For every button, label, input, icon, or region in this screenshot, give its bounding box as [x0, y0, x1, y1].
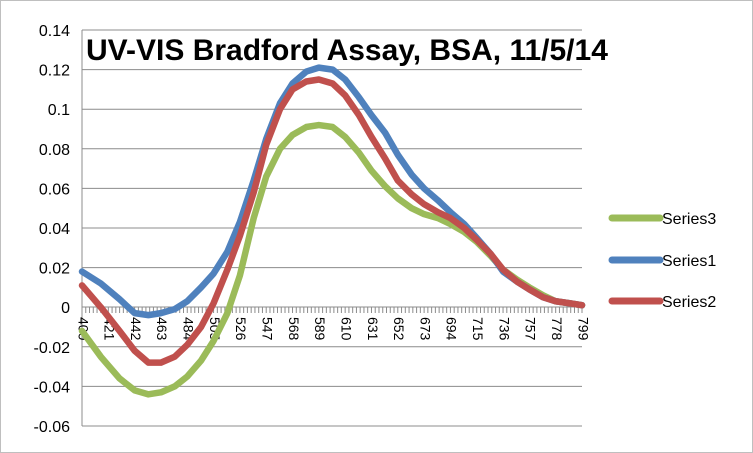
x-tick-label: 652	[391, 317, 407, 341]
y-tick-label: 0	[61, 300, 70, 317]
legend-label-series1: Series1	[662, 253, 716, 270]
series-lines	[78, 64, 586, 398]
x-tick-label: 715	[470, 317, 486, 341]
x-tick-label: 799	[575, 317, 591, 341]
y-tick-label: -0.04	[34, 379, 71, 396]
x-tick-label: 757	[523, 317, 539, 341]
legend: Series3 Series1 Series2	[608, 211, 716, 311]
x-tick-label: 526	[233, 317, 249, 341]
y-tick-labels: -0.06 -0.04 -0.02 0 0.02 0.04 0.06 0.08 0.1 0.12 0…	[34, 23, 71, 436]
y-tick-label: 0.06	[39, 181, 70, 198]
y-tick-label: 0.14	[39, 23, 70, 40]
x-tick-label: 736	[496, 317, 512, 341]
legend-label-series2: Series2	[662, 294, 716, 311]
y-tick-label: -0.06	[34, 419, 71, 436]
y-tick-label: 0.1	[48, 102, 70, 119]
legend-label-series3: Series3	[662, 211, 716, 228]
x-tick-label: 547	[260, 317, 276, 341]
y-tick-label: -0.02	[34, 340, 71, 357]
y-tick-label: 0.04	[39, 221, 70, 238]
y-tick-label: 0.08	[39, 142, 70, 159]
x-tick-label: 778	[549, 317, 565, 341]
x-tick-label: 568	[286, 317, 302, 341]
x-tick-label: 631	[365, 317, 381, 341]
chart-title: UV-VIS Bradford Assay, BSA, 11/5/14	[86, 34, 608, 67]
x-tick-label: 463	[154, 317, 170, 341]
x-tick-label: 442	[128, 317, 144, 341]
x-tick-labels: 400 421 442 463 484 505 526 547 568 589 610 631 652 6…	[75, 317, 591, 341]
y-tick-label: 0.12	[39, 63, 70, 80]
series-line-series2	[78, 76, 586, 366]
x-tick-label: 694	[444, 317, 460, 341]
x-tick-label: 673	[417, 317, 433, 341]
x-tick-label: 589	[312, 317, 328, 341]
y-tick-label: 0.02	[39, 261, 70, 278]
x-tick-label: 610	[338, 317, 354, 341]
